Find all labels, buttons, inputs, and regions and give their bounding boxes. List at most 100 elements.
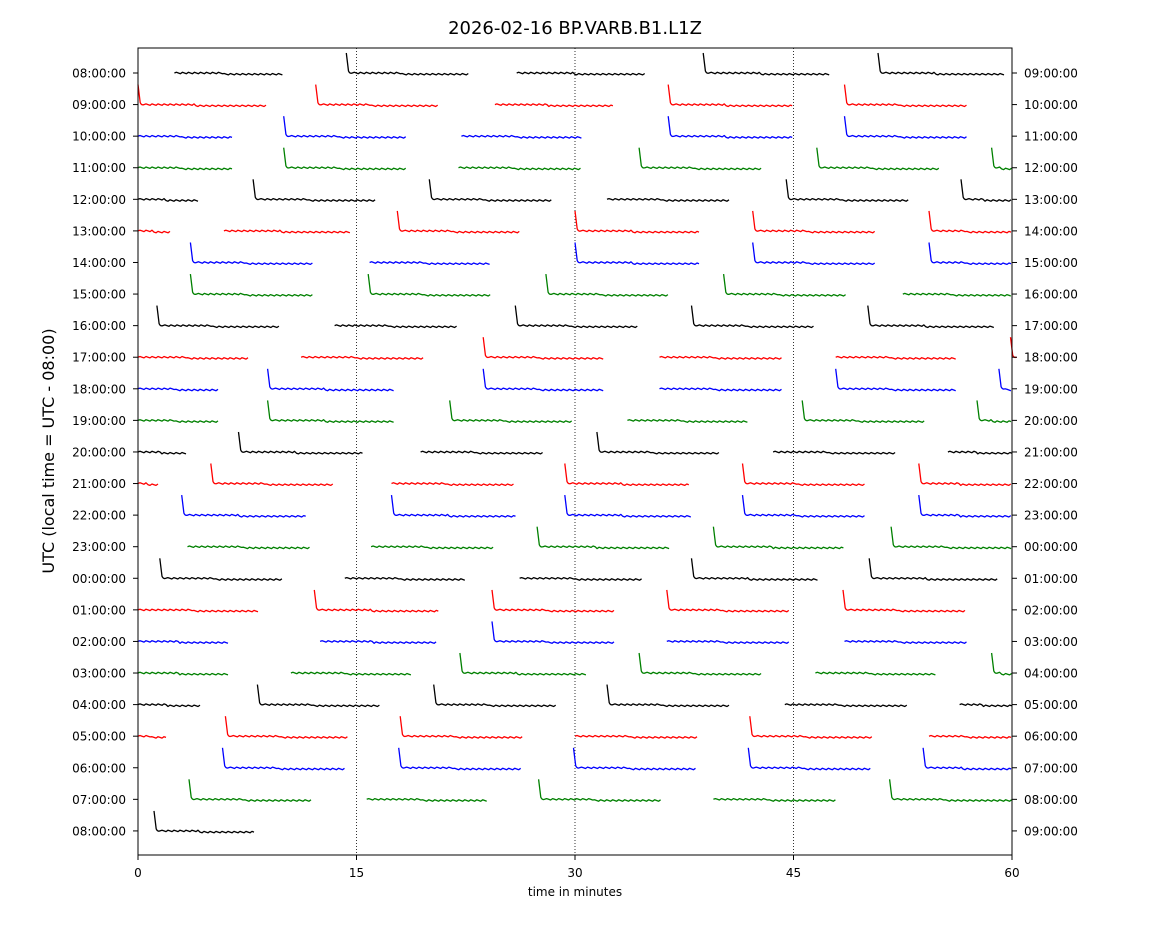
- trace-row-15-segment-1: [370, 545, 494, 550]
- trace-row-0-segment-1: [345, 52, 469, 76]
- trace-row-23-segment-1: [366, 797, 487, 802]
- y-tick-label-left-19: 03:00:00: [72, 667, 126, 681]
- trace-row-5-segment-0: [137, 229, 171, 234]
- x-tick-label-60: 60: [1004, 866, 1019, 880]
- trace-row-17-segment-2: [491, 589, 615, 613]
- trace-row-22-segment-1: [398, 747, 522, 771]
- trace-row-23-segment-0: [188, 779, 312, 802]
- trace-row-9-segment-4: [835, 355, 956, 360]
- y-tick-label-left-14: 22:00:00: [72, 509, 126, 523]
- trace-row-21-segment-3: [574, 734, 698, 739]
- trace-row-14-segment-1: [390, 495, 516, 518]
- trace-row-18-segment-2: [491, 621, 615, 644]
- vertical-gridlines: [356, 48, 794, 855]
- y-tick-label-right-23: 08:00:00: [1024, 793, 1078, 807]
- y-tick-label-right-9: 18:00:00: [1024, 351, 1078, 365]
- y-tick-label-right-22: 07:00:00: [1024, 761, 1078, 775]
- trace-row-18-segment-0: [137, 640, 229, 644]
- trace-row-10-segment-4: [835, 368, 956, 392]
- trace-row-13-segment-0: [137, 482, 159, 487]
- y-tick-label-left-11: 19:00:00: [72, 414, 126, 428]
- trace-row-10-segment-1: [266, 368, 394, 392]
- trace-row-23-segment-2: [537, 779, 661, 802]
- trace-row-8-segment-1: [334, 324, 457, 329]
- y-tick-label-left-0: 08:00:00: [72, 67, 126, 81]
- y-tick-label-right-11: 20:00:00: [1024, 414, 1078, 428]
- trace-row-21-segment-2: [399, 716, 523, 739]
- trace-row-4-segment-1: [252, 179, 376, 202]
- trace-row-9-segment-1: [300, 355, 424, 360]
- trace-row-16-segment-4: [868, 558, 998, 581]
- trace-row-13-segment-4: [741, 463, 865, 487]
- y-tick-label-left-22: 06:00:00: [72, 761, 126, 775]
- y-tick-label-right-24: 09:00:00: [1024, 824, 1078, 838]
- trace-row-16-segment-1: [344, 576, 466, 581]
- trace-row-10-segment-0: [137, 387, 219, 392]
- trace-row-17-segment-3: [666, 589, 790, 613]
- trace-row-11-segment-0: [137, 419, 219, 423]
- y-tick-label-right-3: 12:00:00: [1024, 161, 1078, 175]
- trace-row-12-segment-2: [420, 450, 543, 455]
- y-tick-label-right-1: 10:00:00: [1024, 98, 1078, 112]
- trace-row-16-segment-3: [690, 558, 818, 581]
- trace-row-9-segment-3: [659, 355, 782, 360]
- trace-row-11-segment-3: [627, 419, 748, 423]
- trace-row-22-segment-3: [747, 747, 871, 771]
- trace-row-4-segment-0: [137, 197, 199, 202]
- y-tick-label-left-15: 23:00:00: [72, 540, 126, 554]
- y-tick-label-right-15: 00:00:00: [1024, 540, 1078, 554]
- trace-row-15-segment-4: [890, 526, 1012, 550]
- axis-ticks: 0 15 30 45 60 08:00:00 09:00:00 10:00:00 11:00:0…: [72, 67, 1078, 881]
- trace-row-20-segment-2: [433, 684, 557, 708]
- trace-row-14-segment-3: [741, 495, 865, 518]
- y-tick-label-right-8: 17:00:00: [1024, 319, 1078, 333]
- trace-row-20-segment-3: [606, 684, 730, 708]
- trace-row-23-segment-3: [713, 797, 836, 802]
- trace-row-20-segment-1: [256, 684, 380, 708]
- trace-row-15-segment-3: [712, 526, 844, 550]
- trace-row-14-segment-4: [918, 495, 1012, 518]
- trace-row-2-segment-3: [667, 116, 793, 139]
- trace-row-24-segment-0: [153, 810, 255, 834]
- y-tick-label-left-9: 17:00:00: [72, 351, 126, 365]
- y-tick-label-left-7: 15:00:00: [72, 288, 126, 302]
- trace-row-13-segment-1: [210, 463, 334, 487]
- y-tick-label-left-5: 13:00:00: [72, 224, 126, 238]
- trace-row-1-segment-2: [494, 103, 614, 108]
- y-tick-label-right-4: 13:00:00: [1024, 193, 1078, 207]
- trace-row-4-segment-5: [960, 179, 1012, 202]
- trace-row-0-segment-0: [174, 71, 283, 76]
- y-axis-label: UTC (local time = UTC - 08:00): [39, 328, 58, 573]
- trace-row-19-segment-3: [638, 652, 762, 676]
- trace-row-5-segment-2: [396, 210, 520, 234]
- trace-row-11-segment-5: [976, 400, 1012, 423]
- y-tick-label-right-10: 19:00:00: [1024, 382, 1078, 396]
- trace-row-12-segment-3: [596, 431, 720, 455]
- trace-row-9-segment-2: [482, 337, 604, 360]
- trace-row-18-segment-1: [319, 640, 437, 644]
- trace-row-17-segment-1: [313, 589, 439, 613]
- y-tick-label-right-13: 22:00:00: [1024, 477, 1078, 491]
- trace-row-2-segment-1: [283, 116, 407, 139]
- y-tick-label-left-4: 12:00:00: [72, 193, 126, 207]
- trace-row-11-segment-1: [266, 400, 394, 423]
- trace-row-8-segment-4: [867, 305, 995, 329]
- chart-title: 2026-02-16 BP.VARB.B1.L1Z: [448, 18, 702, 39]
- trace-row-21-segment-0: [137, 734, 167, 739]
- trace-row-15-segment-2: [536, 526, 670, 550]
- trace-row-4-segment-2: [428, 179, 552, 202]
- trace-row-15-segment-0: [187, 545, 310, 550]
- y-tick-label-left-8: 16:00:00: [72, 319, 126, 333]
- trace-row-2-segment-2: [461, 134, 582, 139]
- trace-row-19-segment-5: [990, 652, 1012, 676]
- trace-row-10-segment-5: [998, 368, 1012, 392]
- trace-row-3-segment-1: [283, 147, 407, 171]
- y-tick-label-right-14: 23:00:00: [1024, 509, 1078, 523]
- y-tick-label-left-6: 14:00:00: [72, 256, 126, 270]
- trace-row-2-segment-4: [843, 116, 967, 139]
- trace-row-2-segment-0: [137, 134, 233, 139]
- y-tick-label-left-12: 20:00:00: [72, 445, 126, 459]
- trace-row-9-segment-5: [1009, 337, 1017, 359]
- y-tick-label-right-17: 02:00:00: [1024, 603, 1078, 617]
